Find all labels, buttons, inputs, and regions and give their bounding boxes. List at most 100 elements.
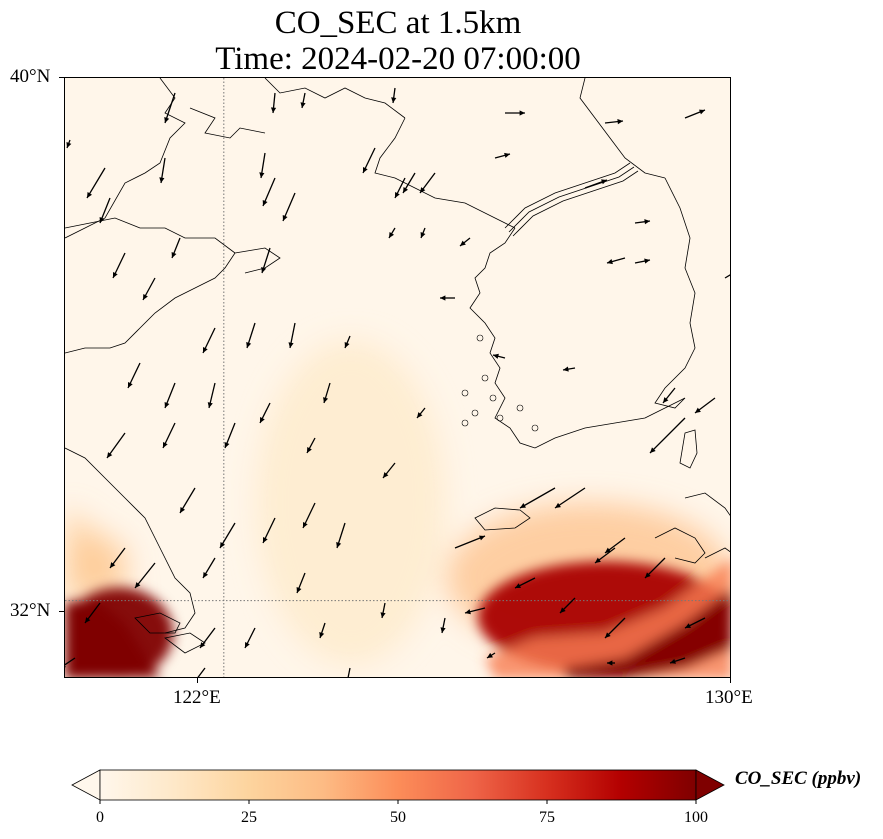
wind-vector-head <box>663 397 669 403</box>
wind-vector-36 <box>562 366 576 372</box>
coastline-segment-13 <box>504 162 631 229</box>
wind-vector-head <box>202 347 208 353</box>
wind-vector-head <box>650 447 656 453</box>
wind-vector-head <box>261 267 267 273</box>
colorbar-gradient <box>99 769 697 801</box>
island-3 <box>471 409 479 417</box>
island-0 <box>476 334 484 342</box>
wind-vector-shaft <box>519 487 556 509</box>
wind-vector-80 <box>347 667 351 677</box>
colorbar-tick-25: 25 <box>241 809 257 826</box>
wind-vector-29 <box>142 277 156 301</box>
lon-tick-130 <box>730 678 731 683</box>
wind-vector-32 <box>288 322 296 349</box>
wind-vector-head <box>395 192 400 198</box>
wind-vector-26 <box>459 237 471 247</box>
wind-vector-head <box>307 447 312 453</box>
wind-vector-22 <box>171 237 181 259</box>
wind-vector-head <box>323 397 329 403</box>
wind-vector-head <box>224 442 230 448</box>
wind-vector-head <box>695 407 701 413</box>
wind-vector-4 <box>66 139 72 149</box>
wind-vector-head <box>389 232 395 238</box>
wind-vector-10 <box>505 110 525 116</box>
field-blob-2 <box>255 339 447 666</box>
wind-vector-33 <box>344 335 351 349</box>
wind-vector-head <box>465 609 471 615</box>
colorbar-label: CO_SEC (ppbv) <box>735 768 862 789</box>
wind-vector-head <box>417 412 423 418</box>
wind-vector-head <box>260 417 265 423</box>
wind-vector-56 <box>302 502 316 529</box>
wind-vector-45 <box>694 397 716 414</box>
island-1 <box>481 374 489 382</box>
coastline-segment-14 <box>508 166 635 233</box>
wind-vector-63 <box>296 572 306 594</box>
coastline-segment-2 <box>65 217 236 254</box>
wind-vector-head <box>107 452 113 458</box>
wind-vector-74 <box>464 607 486 615</box>
coastlines <box>65 78 730 654</box>
wind-vector-83 <box>669 657 686 664</box>
wind-vector-44 <box>662 387 676 404</box>
wind-vector-1 <box>270 92 277 114</box>
wind-vector-68 <box>84 602 101 624</box>
wind-vector-71 <box>319 622 326 639</box>
map-panel <box>64 77 731 678</box>
coastline-segment-7 <box>164 632 206 654</box>
wind-vector-head <box>336 542 342 548</box>
wind-vector-head <box>391 97 397 103</box>
wind-vector-2 <box>300 92 306 109</box>
colorbar-extend-high <box>695 769 725 801</box>
coastline-segment-10 <box>469 227 686 449</box>
map-canvas <box>65 78 730 677</box>
wind-vector-head <box>699 109 705 115</box>
field-band-core <box>565 589 730 677</box>
wind-vector-7 <box>259 152 266 179</box>
wind-vector-head <box>162 442 168 448</box>
wind-vector-15 <box>282 192 296 222</box>
map-title-line-1: CO_SEC at 1.5km <box>274 5 522 41</box>
wind-vector-48 <box>224 422 236 449</box>
wind-vector-shaft <box>197 667 206 677</box>
wind-vector-head <box>282 215 288 221</box>
wind-vector-head <box>685 623 691 628</box>
wind-vector-head <box>440 295 446 301</box>
wind-vector-46 <box>106 432 126 459</box>
coastline-segment-3 <box>65 252 236 354</box>
wind-vector-shaft <box>649 417 686 454</box>
wind-vector-25 <box>420 227 426 239</box>
wind-vector-head <box>259 172 265 178</box>
wind-vector-head <box>262 200 268 206</box>
colorbar <box>71 769 725 804</box>
wind-vector-head <box>383 472 389 478</box>
island-6 <box>516 404 524 412</box>
wind-vectors <box>65 87 730 677</box>
wind-vector-head <box>300 102 306 108</box>
wind-vector-65 <box>514 577 536 589</box>
wind-vector-8 <box>362 147 376 174</box>
wind-vector-75 <box>559 597 576 614</box>
wind-vector-3 <box>391 87 397 104</box>
wind-vector-head <box>644 219 650 225</box>
gridlines <box>65 78 730 677</box>
coastline-segment-8 <box>264 78 406 119</box>
wind-vector-head <box>515 583 521 588</box>
wind-vector-shaft <box>86 167 106 199</box>
wind-vector-head <box>296 587 302 593</box>
colorbar-tick-100: 100 <box>684 809 708 826</box>
coastline-segment-9 <box>374 117 516 229</box>
wind-vector-76 <box>604 617 626 639</box>
wind-vector-69 <box>199 627 216 649</box>
wind-vector-head <box>403 187 409 193</box>
wind-vector-66 <box>594 547 616 564</box>
wind-vector-head <box>171 252 177 258</box>
wind-vector-head <box>164 117 170 123</box>
wind-vector-head <box>644 258 650 264</box>
wind-vector-head <box>645 572 651 578</box>
lat-tick-32 <box>59 611 64 612</box>
wind-vector-head <box>519 110 525 116</box>
wind-vector-head <box>479 535 485 541</box>
coastline-segment-17 <box>679 429 698 469</box>
wind-vector-head <box>520 503 526 508</box>
